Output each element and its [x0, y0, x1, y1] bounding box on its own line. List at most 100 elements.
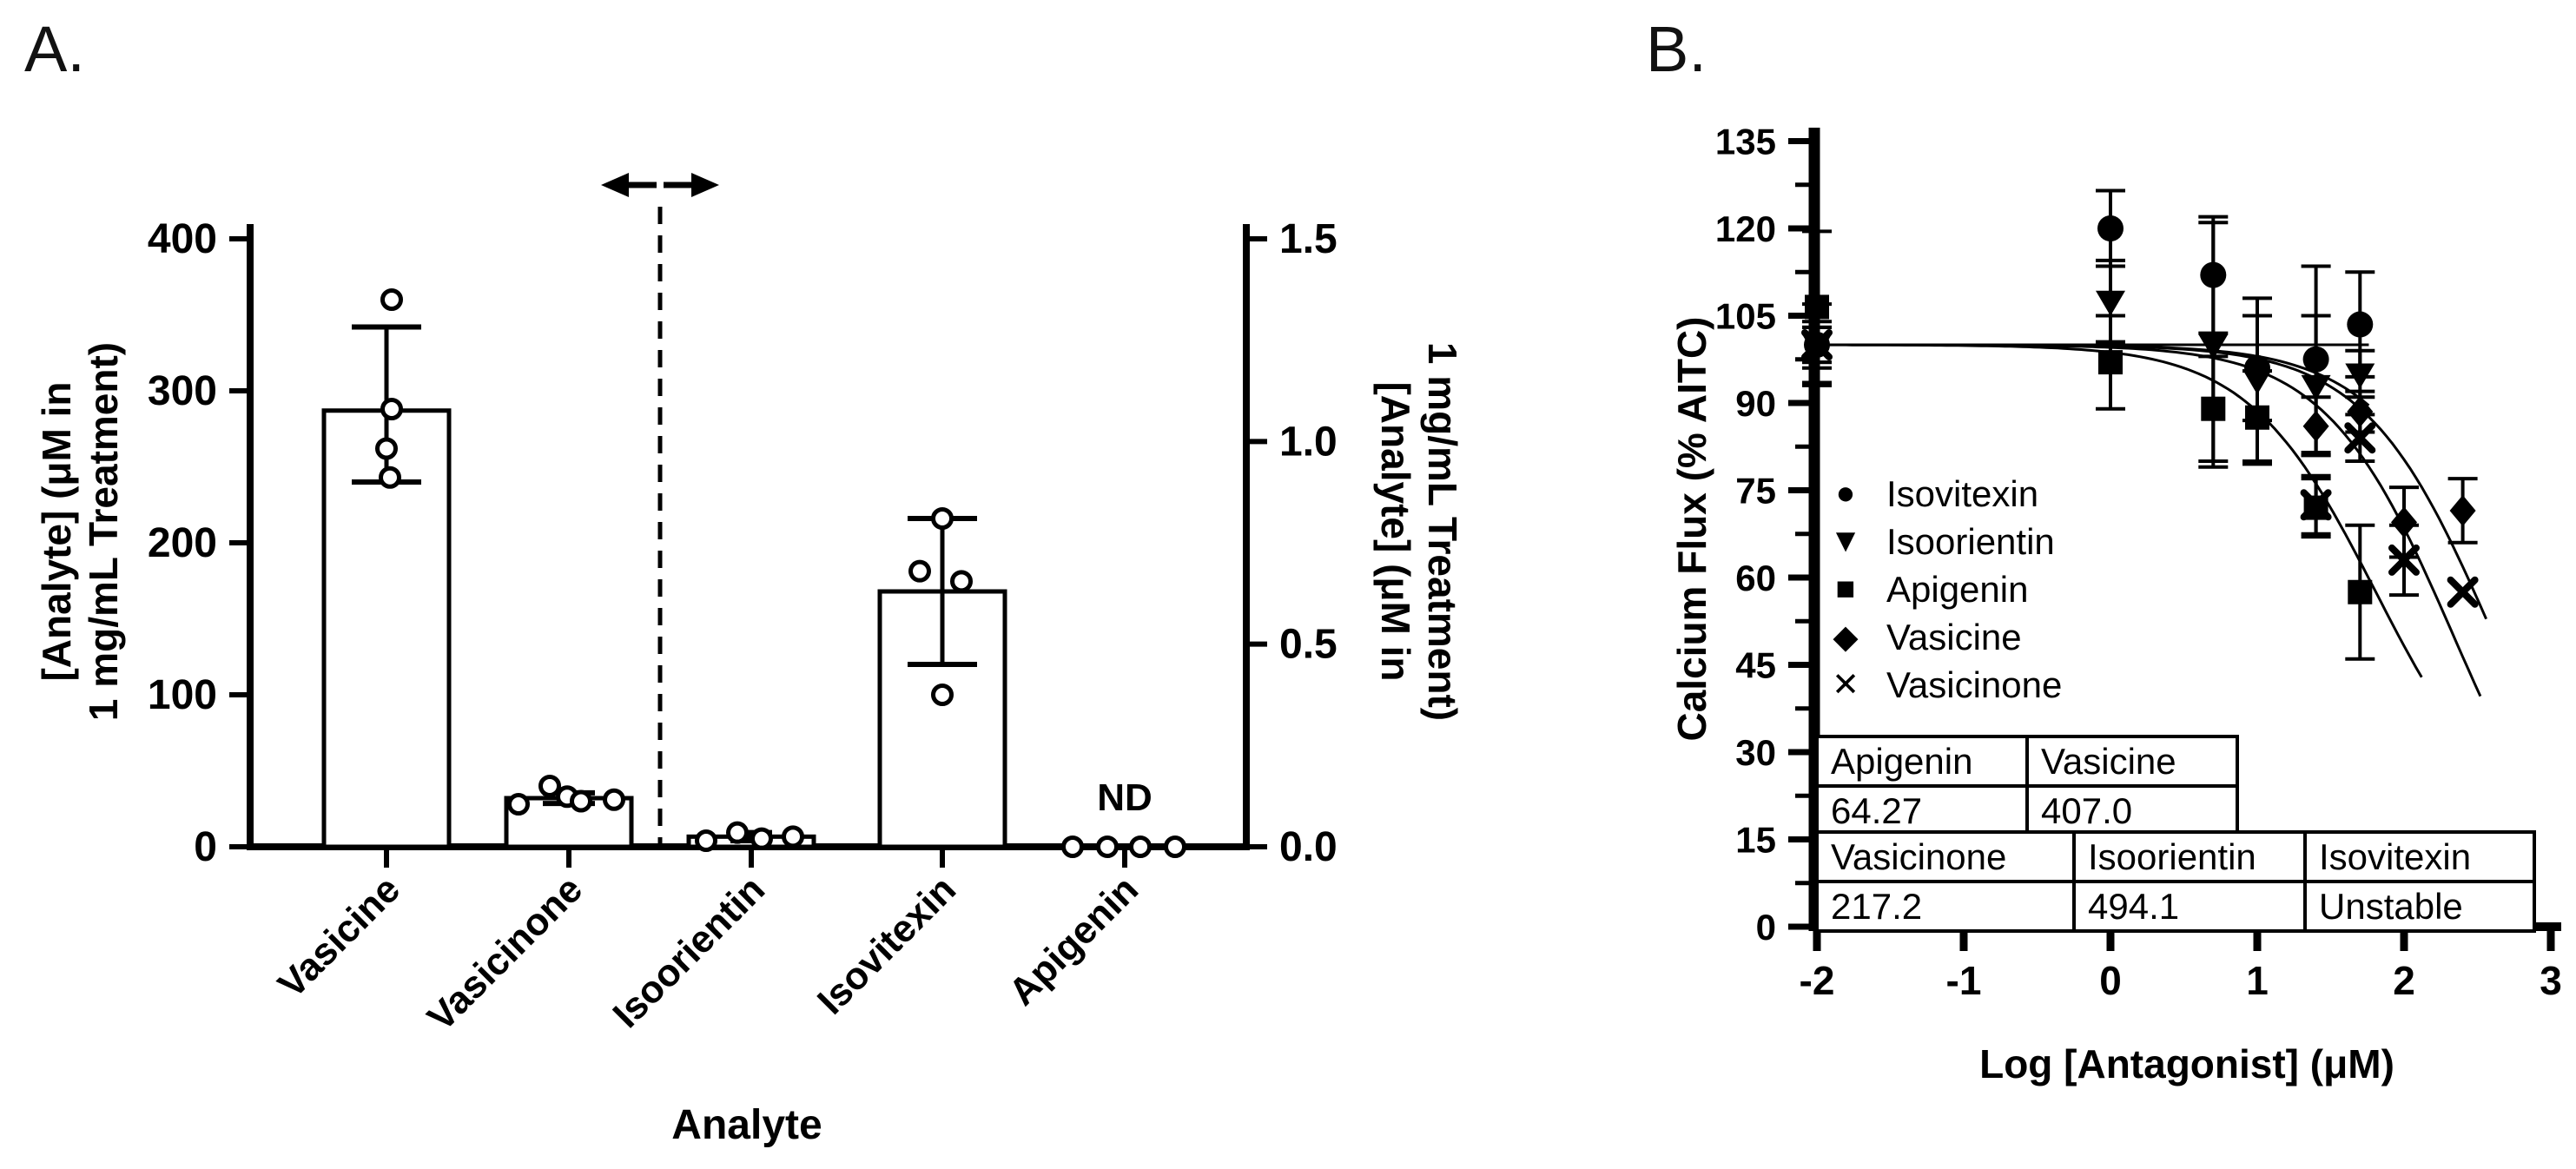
legend-marker-triangle-down-icon: ▼: [1829, 523, 1862, 559]
data-point-isovitexin: [1804, 332, 1830, 358]
panel-b-y-tick-label: 0: [1756, 907, 1776, 948]
data-point-vasicinone: [2344, 422, 2376, 454]
panel-b-y-tick-label: 15: [1735, 820, 1776, 861]
panel-a-right-axis-label-line1: [Analyte] (μM in: [1373, 381, 1418, 682]
data-point-isovitexin: [931, 506, 954, 530]
panel-a-right-tick-label: 1.5: [1279, 216, 1338, 262]
panel-a-right-tick-label: 0.0: [1279, 824, 1338, 870]
legend-marker-square-icon: ■: [1835, 571, 1856, 607]
legend-label: Vasicinone: [1886, 664, 2063, 705]
panel-a-right-axis-label-line2: 1 mg/mL Treatment): [1420, 341, 1465, 722]
panel-b-y-tick-label: 30: [1735, 732, 1776, 773]
data-point-vasicinone: [570, 789, 592, 813]
data-point-isovitexin: [908, 559, 931, 583]
data-point-isovitexin: [2097, 215, 2124, 241]
table-row: Apigenin Vasicine: [1815, 735, 2239, 788]
data-point-isoorientin: [2345, 363, 2375, 389]
left-arrow-icon: [601, 173, 629, 197]
panel-a-category-label: Isoorientin: [604, 868, 773, 1036]
panel-b-x-axis-label: Log [Antagonist] (μM): [1979, 1041, 2394, 1086]
data-point-apigenin: [2348, 579, 2373, 604]
legend-label: Apigenin: [1886, 568, 2029, 610]
panel-b-y-tick-label: 75: [1735, 471, 1776, 512]
panel-a-category-label: Vasicine: [270, 868, 408, 1006]
panel-a-left-tick-label: 200: [148, 520, 217, 566]
panel-b-x-tick-label: 0: [2099, 958, 2122, 1003]
panel-a-left-axis-label: [Analyte] (μM in 1 mg/mL Treatment): [33, 228, 127, 835]
data-point-isovitexin: [2244, 354, 2270, 381]
panel-b-x-tick-label: -2: [1800, 958, 1835, 1003]
ic50-header-cell: Isoorientin: [2072, 830, 2307, 883]
ic50-value-cell: 494.1: [2072, 880, 2307, 933]
legend-item-isovitexin: ● Isovitexin: [1822, 470, 2062, 518]
data-point-apigenin: [1129, 835, 1152, 858]
panel-a-left-tick-label: 100: [148, 672, 217, 718]
ic50-header-cell: Vasicinone: [1815, 830, 2076, 883]
data-point-isovitexin: [2347, 311, 2374, 338]
legend-item-vasicine: ◆ Vasicine: [1822, 613, 2062, 661]
data-point-vasicine: [2347, 396, 2374, 428]
data-point-apigenin: [2303, 495, 2328, 520]
data-point-vasicinone: [2388, 544, 2420, 576]
panel-b-legend: ● Isovitexin ▼ Isoorientin ■ Apigenin ◆ Vasicin…: [1822, 470, 2062, 709]
data-point-apigenin: [2098, 350, 2123, 375]
legend-label: Vasicine: [1886, 616, 2022, 657]
ic50-table-1: Apigenin Vasicine 64.27 407.0: [1815, 735, 2239, 837]
data-point-isoorientin: [782, 825, 804, 849]
nd-label: ND: [1097, 776, 1153, 819]
data-point-apigenin: [2201, 396, 2226, 421]
data-point-isoorientin: [2198, 334, 2229, 360]
panel-a-title: A.: [24, 13, 85, 85]
data-point-isoorientin: [750, 827, 773, 850]
data-point-vasicinone: [538, 775, 561, 797]
table-row: 64.27 407.0: [1815, 784, 2239, 837]
ic50-header-cell: Vasicine: [2025, 735, 2239, 788]
legend-marker-x-icon: ✕: [1832, 667, 1859, 703]
panel-b-x-tick-label: 1: [2246, 958, 2269, 1003]
data-point-vasicine: [380, 288, 403, 311]
data-point-apigenin: [1061, 835, 1084, 858]
legend-label: Isoorientin: [1886, 520, 2055, 562]
data-point-vasicine: [2302, 410, 2329, 442]
ic50-header-cell: Apigenin: [1815, 735, 2029, 788]
legend-item-apigenin: ■ Apigenin: [1822, 565, 2062, 613]
data-point-isoorientin: [2301, 374, 2331, 400]
ic50-value-cell: 64.27: [1815, 784, 2029, 837]
data-point-vasicine: [380, 398, 403, 420]
panel-a-right-axis-label: 1 mg/mL Treatment) [Analyte] (μM in: [1372, 228, 1466, 835]
data-point-apigenin: [1805, 294, 1829, 320]
data-point-vasicine: [379, 466, 401, 489]
panel-b-x-tick-label: -1: [1946, 958, 1982, 1003]
panel-a-category-label: Isovitexin: [809, 868, 964, 1022]
table-row: Vasicinone Isoorientin Isovitexin: [1815, 830, 2536, 883]
right-arrow-icon: [691, 173, 719, 197]
panel-a-category-label: Vasicinone: [419, 868, 591, 1039]
ic50-value-cell: 217.2: [1815, 880, 2076, 933]
panel-b-title: B.: [1646, 13, 1707, 85]
data-point-vasicinone: [603, 788, 625, 811]
ic50-header-cell: Isovitexin: [2303, 830, 2536, 883]
legend-marker-circle-icon: ●: [1835, 475, 1856, 512]
ic50-value-cell: 407.0: [2025, 784, 2239, 837]
panel-a: 0 100 200 300 400 0.0 0.5 1.0 1.5 Vasicine Vasicin…: [148, 173, 1338, 1040]
panel-b-y-tick-label: 60: [1735, 558, 1776, 598]
legend-marker-diamond-icon: ◆: [1833, 619, 1859, 656]
data-point-vasicinone: [507, 793, 530, 816]
data-point-isovitexin: [931, 683, 954, 706]
data-point-isovitexin: [950, 570, 973, 593]
data-point-isoorientin: [2096, 290, 2125, 316]
data-point-vasicinone: [2447, 576, 2479, 608]
panel-a-x-axis-label: Analyte: [671, 1102, 822, 1148]
data-point-isovitexin: [2302, 346, 2329, 373]
panel-a-left-tick-label: 0: [194, 824, 217, 870]
ic50-value-cell: Unstable: [2303, 880, 2536, 933]
panel-a-left-tick-label: 400: [148, 216, 217, 262]
panel-b-y-tick-label: 90: [1735, 383, 1776, 424]
data-point-apigenin: [1164, 835, 1186, 858]
panel-b-x-tick-label: 2: [2393, 958, 2415, 1003]
table-row: 217.2 494.1 Unstable: [1815, 880, 2536, 933]
data-point-vasicine: [2449, 494, 2476, 526]
fit-curve-isoorientin: [1817, 343, 2370, 407]
data-point-apigenin: [2245, 405, 2269, 430]
